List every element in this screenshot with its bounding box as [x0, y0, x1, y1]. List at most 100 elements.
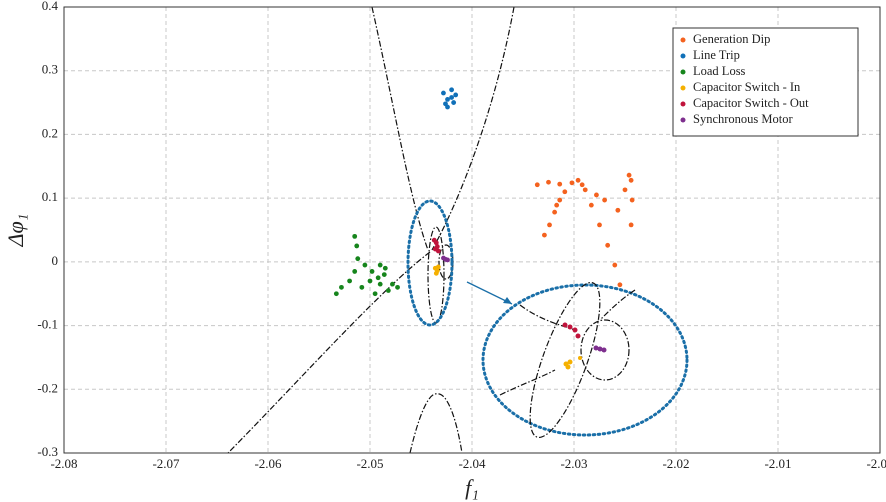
- point: [588, 202, 594, 208]
- point: [534, 182, 540, 188]
- point: [579, 182, 585, 188]
- point: [628, 177, 634, 183]
- labels: -2.08 -2.07 -2.06 -2.05 -2.04 -2.03 -2.02 -2.01…: [37, 0, 886, 471]
- point: [362, 262, 368, 268]
- point: [617, 282, 623, 288]
- boundary-ellipse: [427, 226, 445, 324]
- decor: [227, 6, 689, 454]
- point: [594, 192, 599, 198]
- point: [359, 284, 365, 290]
- boundary-curve: [371, 6, 429, 251]
- y-tick-label: -0.3: [37, 444, 58, 459]
- legend-marker: [680, 53, 686, 59]
- y-tick-label: -0.2: [37, 380, 58, 395]
- y-tick-label: -0.1: [37, 317, 58, 332]
- point: [381, 272, 387, 277]
- point: [352, 269, 358, 274]
- legend-marker: [680, 101, 686, 107]
- point: [445, 257, 450, 263]
- point: [339, 284, 344, 290]
- point: [377, 262, 383, 268]
- point: [557, 197, 563, 203]
- point: [562, 189, 568, 195]
- point: [629, 197, 635, 203]
- x-tick-label: -2.04: [458, 456, 486, 471]
- point: [443, 101, 448, 107]
- point: [445, 96, 450, 102]
- point: [552, 209, 558, 215]
- point: [597, 222, 602, 228]
- x-tick-label: -2.00: [866, 456, 886, 471]
- zoom-arrowhead: [503, 297, 512, 304]
- legend-label: Capacitor Switch - Out: [693, 96, 809, 110]
- x-tick-label: -2.01: [764, 456, 791, 471]
- legend-marker: [680, 37, 686, 43]
- inset-points: [562, 322, 607, 370]
- x-tick-label: -2.05: [356, 456, 383, 471]
- point: [375, 275, 381, 281]
- y-tick-label: 0.1: [42, 189, 58, 204]
- y-axis-label: Δφ₁: [3, 214, 28, 248]
- legend-label: Generation Dip: [693, 32, 770, 46]
- point: [453, 92, 459, 98]
- point: [602, 197, 607, 203]
- legend-box: [672, 27, 859, 137]
- point: [546, 179, 551, 185]
- inset-curve: [499, 289, 636, 396]
- point: [433, 240, 439, 246]
- point: [369, 269, 375, 274]
- point: [554, 202, 560, 208]
- inset-ellipse: [529, 281, 601, 439]
- legend-marker: [680, 85, 686, 91]
- boundary-curve: [431, 6, 515, 251]
- point: [569, 180, 575, 186]
- y-tick-label: 0.3: [42, 62, 58, 77]
- legend-label: Capacitor Switch - In: [693, 80, 801, 94]
- point: [626, 172, 632, 178]
- point: [449, 87, 454, 93]
- y-tick-label: 0: [52, 253, 59, 268]
- point: [628, 222, 634, 228]
- point: [582, 187, 588, 193]
- point: [557, 181, 563, 187]
- point: [355, 256, 361, 262]
- point: [347, 278, 352, 284]
- point: [435, 264, 441, 270]
- x-tick-label: -2.02: [662, 456, 689, 471]
- point: [354, 243, 360, 249]
- x-tick-label: -2.06: [254, 456, 282, 471]
- legend-label: Synchronous Motor: [693, 112, 793, 126]
- point: [434, 268, 440, 274]
- x-axis-label: f₁: [465, 475, 479, 500]
- y-tick-label: 0.2: [42, 125, 58, 140]
- boundary-curve: [409, 393, 463, 454]
- legend-marker: [680, 117, 686, 123]
- point: [605, 242, 611, 248]
- point: [385, 288, 391, 293]
- point: [622, 187, 628, 193]
- point: [395, 284, 400, 290]
- zoom-ellipse: [481, 283, 689, 437]
- points: [333, 87, 635, 297]
- inset-ellipse: [580, 319, 630, 381]
- x-tick-label: -2.07: [152, 456, 180, 471]
- point: [547, 222, 552, 228]
- y-tick-label: 0.4: [42, 0, 59, 13]
- zoom-ellipse: [406, 199, 454, 327]
- zoom-arrow: [466, 281, 513, 305]
- point: [377, 281, 383, 287]
- point: [575, 177, 581, 183]
- point: [367, 278, 373, 284]
- point: [390, 281, 395, 287]
- boundary-curve: [227, 251, 431, 454]
- point: [612, 262, 618, 268]
- x-tick-label: -2.08: [50, 456, 77, 471]
- legend-label: Load Loss: [693, 64, 746, 78]
- point: [435, 248, 441, 254]
- point: [615, 207, 621, 213]
- plot-frame: [63, 6, 881, 454]
- point: [441, 90, 446, 96]
- point: [449, 95, 454, 100]
- legend-label: Line Trip: [693, 48, 740, 62]
